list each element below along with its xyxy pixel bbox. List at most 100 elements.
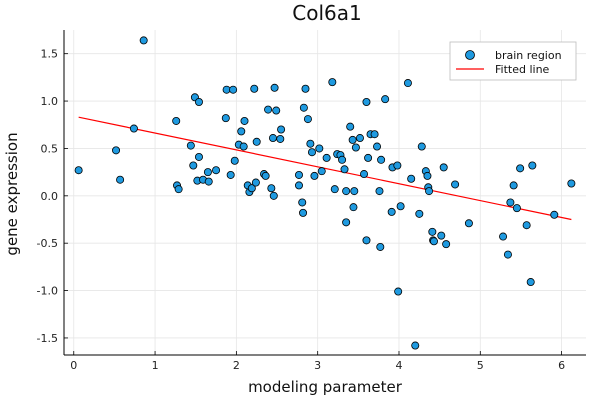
data-point xyxy=(364,153,373,162)
data-point xyxy=(522,221,531,230)
data-point xyxy=(277,125,286,134)
data-point xyxy=(317,167,326,176)
data-point xyxy=(251,178,260,187)
data-point xyxy=(442,240,451,249)
data-point xyxy=(212,166,221,175)
data-point xyxy=(375,187,384,196)
data-point xyxy=(407,174,416,183)
data-point xyxy=(298,198,307,207)
x-tick-label: 5 xyxy=(477,359,484,372)
x-tick-label: 6 xyxy=(558,359,565,372)
x-axis-title: modeling parameter xyxy=(248,378,403,396)
data-point xyxy=(267,184,276,193)
data-point xyxy=(186,141,195,150)
data-point xyxy=(396,202,405,211)
data-point xyxy=(377,155,386,164)
data-point xyxy=(239,142,248,151)
data-point xyxy=(250,84,259,93)
data-point xyxy=(340,165,349,174)
data-point xyxy=(394,287,403,296)
data-point xyxy=(261,171,270,180)
y-tick-label: -1.0 xyxy=(37,285,58,298)
data-point xyxy=(139,36,148,45)
data-point xyxy=(330,185,339,194)
data-point xyxy=(226,170,235,179)
data-point xyxy=(516,164,525,173)
data-point xyxy=(194,152,203,161)
data-point xyxy=(350,187,359,196)
y-axis-title: gene expression xyxy=(3,132,21,255)
chart-title: Col6a1 xyxy=(292,1,361,25)
fitted-line xyxy=(78,116,572,221)
data-point xyxy=(303,115,312,124)
data-point xyxy=(506,198,515,207)
data-point xyxy=(342,218,351,227)
data-point xyxy=(194,98,203,107)
legend: brain region Fitted line xyxy=(449,41,577,81)
data-point xyxy=(338,155,347,164)
data-point xyxy=(439,163,448,172)
data-point xyxy=(174,185,183,194)
data-point xyxy=(294,170,303,179)
data-point xyxy=(203,168,212,177)
data-point xyxy=(264,105,273,114)
data-point xyxy=(499,232,508,241)
data-point xyxy=(370,130,379,139)
data-point xyxy=(252,137,261,146)
data-point xyxy=(360,170,369,179)
data-point xyxy=(272,106,281,115)
data-point xyxy=(315,144,324,153)
data-point xyxy=(451,180,460,189)
x-tick-label: 4 xyxy=(395,359,402,372)
data-point xyxy=(229,85,238,94)
legend-label-brain-region: brain region xyxy=(495,49,562,62)
data-point xyxy=(376,242,385,251)
data-point xyxy=(112,146,121,155)
data-point xyxy=(349,203,358,212)
data-point xyxy=(428,227,437,236)
data-point xyxy=(509,181,518,190)
data-point xyxy=(362,98,371,107)
data-point xyxy=(204,177,213,186)
x-tick-label: 1 xyxy=(152,359,159,372)
x-tick-label: 3 xyxy=(314,359,321,372)
data-point xyxy=(270,83,279,92)
data-point xyxy=(221,114,230,123)
data-point xyxy=(237,127,246,136)
data-point xyxy=(307,148,316,157)
data-point xyxy=(346,122,355,131)
data-point xyxy=(240,116,249,125)
y-tick-label: 1.0 xyxy=(41,95,59,108)
data-point xyxy=(116,175,125,184)
x-tick-label: 2 xyxy=(233,359,240,372)
data-point xyxy=(512,204,521,213)
data-point xyxy=(567,179,576,188)
data-point xyxy=(393,161,402,170)
data-point xyxy=(306,139,315,148)
y-tick-label: -0.5 xyxy=(37,237,58,250)
data-point xyxy=(351,143,360,152)
data-point xyxy=(429,237,438,246)
data-point xyxy=(464,219,473,228)
data-point xyxy=(348,135,357,144)
y-tick-label: 0.0 xyxy=(41,190,59,203)
data-point xyxy=(310,171,319,180)
data-point xyxy=(299,103,308,112)
data-point xyxy=(269,191,278,200)
data-point xyxy=(276,134,285,143)
fitted-line-group xyxy=(78,116,572,221)
data-point xyxy=(328,78,337,87)
data-point xyxy=(503,250,512,259)
data-point xyxy=(528,161,537,170)
data-point xyxy=(387,207,396,216)
data-point xyxy=(294,181,303,190)
y-tick-label: 0.5 xyxy=(41,142,59,155)
data-point xyxy=(230,156,239,165)
data-point xyxy=(403,79,412,88)
data-point xyxy=(268,134,277,143)
x-tick-label: 0 xyxy=(70,359,77,372)
data-point xyxy=(299,208,308,217)
data-point xyxy=(417,142,426,151)
y-tick-label: 1.5 xyxy=(41,48,59,61)
